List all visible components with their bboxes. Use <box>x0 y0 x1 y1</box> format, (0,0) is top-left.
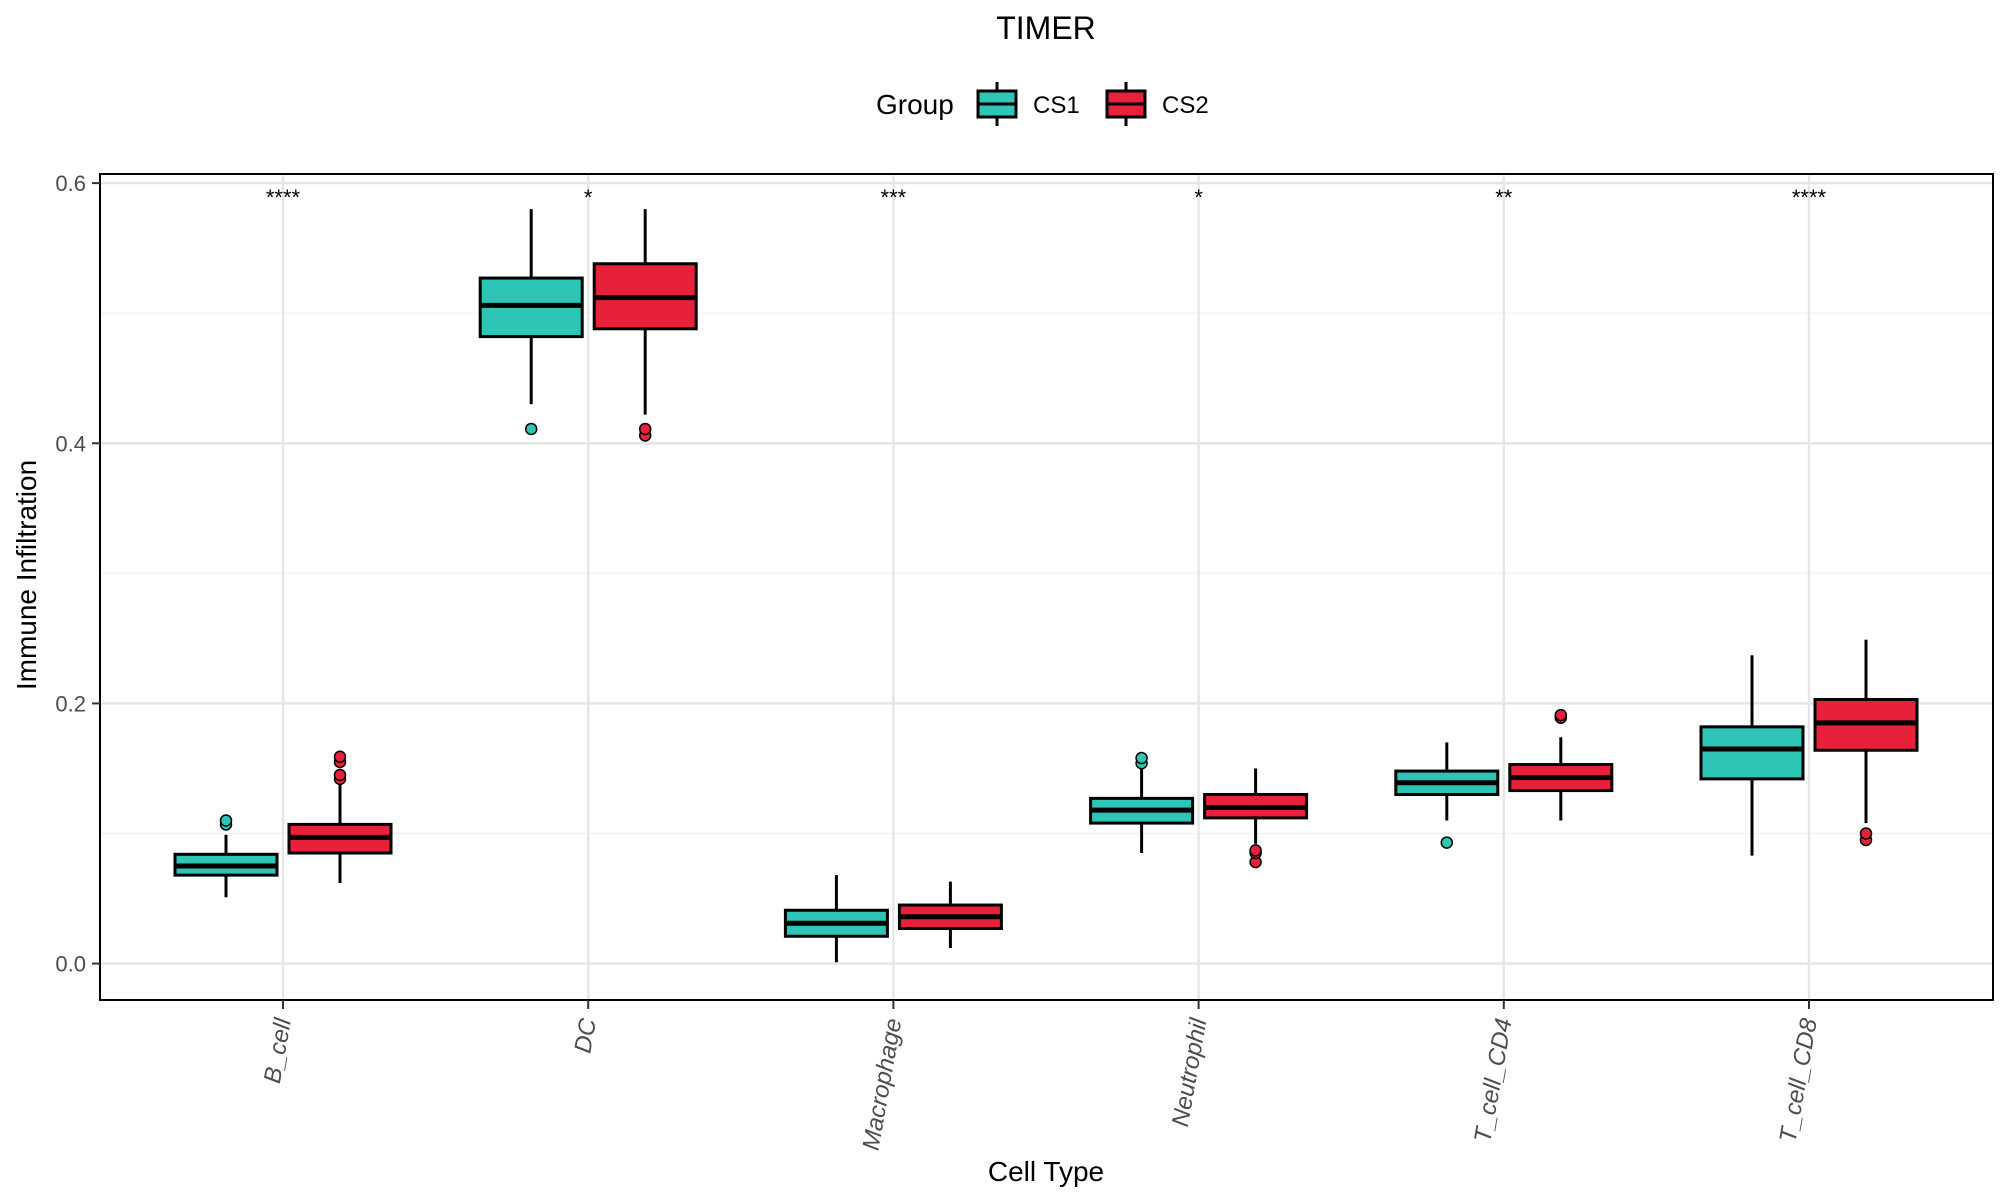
outlier-point <box>524 422 538 436</box>
box-cs2-macrophage <box>897 881 1003 948</box>
legend-title: Group <box>876 89 954 120</box>
x-axis-title: Cell Type <box>988 1156 1104 1187</box>
outlier-point <box>1554 708 1568 722</box>
significance-label: **** <box>1792 185 1827 210</box>
legend-label: CS1 <box>1033 92 1080 119</box>
box-cs2-t-cell-cd4 <box>1508 708 1614 821</box>
legend: Group CS1 CS2 <box>876 82 1209 126</box>
series-cs1 <box>173 209 1805 963</box>
legend-item-cs2: CS2 <box>1105 82 1209 126</box>
box-cs1-neutrophil <box>1089 751 1195 854</box>
y-tick-label: 0.2 <box>55 691 86 716</box>
outlier-point <box>638 422 652 436</box>
y-axis: 0.0 0.2 0.4 0.6 <box>55 171 100 977</box>
y-tick-label: 0.4 <box>55 431 86 456</box>
legend-item-cs1: CS1 <box>976 82 1080 126</box>
box-cs2-b-cell <box>287 750 393 883</box>
box-cs2-dc <box>592 209 698 442</box>
outlier-point <box>1859 827 1873 840</box>
outlier-point <box>333 768 347 782</box>
y-tick-label: 0.0 <box>55 952 86 977</box>
outlier-point <box>1249 844 1262 857</box>
legend-items: CS1 CS2 <box>976 82 1209 126</box>
box-cs1-b-cell <box>173 814 279 898</box>
box-cs2-neutrophil <box>1203 768 1309 869</box>
outlier-point <box>333 750 347 764</box>
legend-label: CS2 <box>1162 92 1209 119</box>
significance-labels: **** * *** * ** **** <box>266 185 1827 210</box>
box-cs1-t-cell-cd4 <box>1394 742 1500 849</box>
chart-title: TIMER <box>996 10 1096 46</box>
outlier-point <box>219 814 233 827</box>
outlier-point <box>1440 836 1454 849</box>
significance-label: **** <box>266 185 301 210</box>
box-cs1-macrophage <box>783 875 889 963</box>
x-tick-label: DC <box>569 1016 602 1055</box>
significance-label: * <box>584 185 593 210</box>
box-cs1-dc <box>478 209 584 436</box>
series-cs2 <box>287 209 1919 948</box>
box-cs2-t-cell-cd8 <box>1813 639 1919 847</box>
iqr-box <box>1699 725 1805 781</box>
outlier-point <box>1135 751 1148 765</box>
y-axis-title: Immune Infiltration <box>11 460 42 690</box>
grid-lines <box>100 174 1993 1000</box>
box-cs1-t-cell-cd8 <box>1699 655 1805 856</box>
panel-border <box>99 173 1994 1001</box>
y-tick-label: 0.6 <box>55 171 86 196</box>
significance-label: *** <box>881 185 907 210</box>
significance-label: * <box>1194 185 1203 210</box>
significance-label: ** <box>1495 185 1513 210</box>
